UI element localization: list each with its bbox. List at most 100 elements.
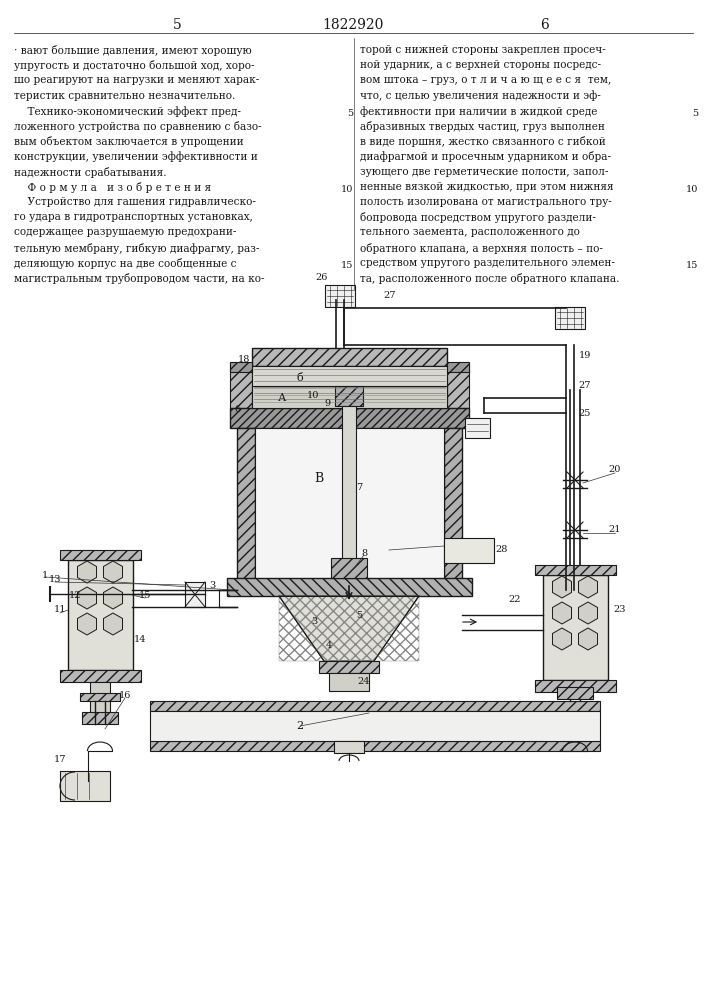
Text: Технико-экономический эффект пред-: Технико-экономический эффект пред- <box>14 106 241 117</box>
Text: 9: 9 <box>324 398 330 408</box>
Text: средством упругого разделительного элемен-: средством упругого разделительного элеме… <box>360 258 615 268</box>
Text: тельную мембрану, гибкую диафрагму, раз-: тельную мембрану, гибкую диафрагму, раз- <box>14 243 259 254</box>
Bar <box>230 363 252 408</box>
Text: ложенного устройства по сравнению с базо-: ложенного устройства по сравнению с базо… <box>14 121 262 132</box>
Bar <box>447 363 469 408</box>
Bar <box>185 582 205 607</box>
Text: 25: 25 <box>579 408 591 418</box>
Bar <box>335 386 363 406</box>
Bar <box>535 565 616 575</box>
Text: го удара в гидротранспортных установках,: го удара в гидротранспортных установках, <box>14 212 253 222</box>
Text: Устройство для гашения гидравлическо-: Устройство для гашения гидравлическо- <box>14 197 256 207</box>
Text: в виде поршня, жестко связанного с гибкой: в виде поршня, жестко связанного с гибко… <box>360 136 606 147</box>
Text: 2: 2 <box>296 721 303 731</box>
Text: 1: 1 <box>42 570 48 580</box>
Text: 16: 16 <box>119 690 132 700</box>
Text: 5: 5 <box>173 18 182 32</box>
Text: б: б <box>297 373 304 383</box>
Text: 18: 18 <box>238 356 250 364</box>
Polygon shape <box>552 576 571 598</box>
Text: 10: 10 <box>686 185 698 194</box>
Bar <box>342 406 356 578</box>
Text: 3: 3 <box>209 582 215 590</box>
Bar <box>444 428 462 583</box>
Text: 23: 23 <box>614 605 626 614</box>
Text: 14: 14 <box>134 636 146 645</box>
Text: ной ударник, а с верхней стороны посредс-: ной ударник, а с верхней стороны посредс… <box>360 60 601 70</box>
Polygon shape <box>78 587 97 609</box>
Bar <box>279 596 419 661</box>
Polygon shape <box>578 628 597 650</box>
Bar <box>319 661 379 673</box>
Text: 17: 17 <box>54 756 66 764</box>
Text: 26: 26 <box>316 273 328 282</box>
Text: 11: 11 <box>54 605 66 614</box>
Text: 27: 27 <box>384 292 396 300</box>
Bar <box>329 673 369 691</box>
Bar <box>90 682 110 717</box>
Text: · вают большие давления, имеют хорошую: · вают большие давления, имеют хорошую <box>14 45 252 56</box>
Text: теристик сравнительно незначительно.: теристик сравнительно незначительно. <box>14 91 235 101</box>
Text: 7: 7 <box>356 484 362 492</box>
Polygon shape <box>103 613 122 635</box>
Bar <box>252 366 447 408</box>
Text: А: А <box>278 393 286 403</box>
Polygon shape <box>103 587 122 609</box>
Bar <box>543 575 608 680</box>
Polygon shape <box>78 613 97 635</box>
Text: 20: 20 <box>609 466 621 475</box>
Text: торой с нижней стороны закреплен просеч-: торой с нижней стороны закреплен просеч- <box>360 45 606 55</box>
Text: содержащее разрушаемую предохрани-: содержащее разрушаемую предохрани- <box>14 227 236 237</box>
Bar <box>557 687 593 699</box>
Text: что, с целью увеличения надежности и эф-: что, с целью увеличения надежности и эф- <box>360 91 601 101</box>
Bar <box>60 771 110 801</box>
Text: бопровода посредством упругого раздели-: бопровода посредством упругого раздели- <box>360 212 596 223</box>
Bar <box>227 578 472 596</box>
Text: 5: 5 <box>356 611 362 620</box>
Bar <box>60 670 141 682</box>
Text: деляющую корпус на две сообщенные с: деляющую корпус на две сообщенные с <box>14 258 237 269</box>
Bar <box>80 693 120 701</box>
Bar <box>555 307 585 329</box>
Text: 6: 6 <box>234 406 240 414</box>
Text: 4: 4 <box>326 642 332 650</box>
Text: 10: 10 <box>341 185 353 194</box>
Text: ненные вязкой жидкостью, при этом нижняя: ненные вязкой жидкостью, при этом нижняя <box>360 182 614 192</box>
Text: 19: 19 <box>579 351 591 360</box>
Polygon shape <box>552 628 571 650</box>
Bar <box>325 285 355 307</box>
Polygon shape <box>552 602 571 624</box>
Bar <box>255 428 444 583</box>
Text: тельного заемента, расположенного до: тельного заемента, расположенного до <box>360 227 580 237</box>
Polygon shape <box>578 602 597 624</box>
Text: магистральным трубопроводом части, на ко-: магистральным трубопроводом части, на ко… <box>14 273 264 284</box>
Polygon shape <box>279 596 419 661</box>
Text: надежности срабатывания.: надежности срабатывания. <box>14 167 167 178</box>
Bar <box>444 538 494 563</box>
Bar <box>150 711 600 741</box>
Text: 24: 24 <box>358 676 370 686</box>
Text: вым объектом заключается в упрощении: вым объектом заключается в упрощении <box>14 136 244 147</box>
Text: обратного клапана, а верхняя полость – по-: обратного клапана, а верхняя полость – п… <box>360 243 603 254</box>
Text: 22: 22 <box>509 595 521 604</box>
Text: 12: 12 <box>69 590 81 599</box>
Text: 15: 15 <box>686 261 698 270</box>
Text: 3: 3 <box>311 616 317 626</box>
Bar <box>230 362 252 372</box>
Text: конструкции, увеличении эффективности и: конструкции, увеличении эффективности и <box>14 151 258 162</box>
Text: 28: 28 <box>496 546 508 554</box>
Bar <box>237 428 255 583</box>
Text: полость изолирована от магистрального тру-: полость изолирована от магистрального тр… <box>360 197 612 207</box>
Bar <box>82 712 118 724</box>
Text: 27: 27 <box>579 380 591 389</box>
Text: 8: 8 <box>361 548 367 558</box>
Text: вом штока – груз, о т л и ч а ю щ е е с я  тем,: вом штока – груз, о т л и ч а ю щ е е с … <box>360 75 612 85</box>
Polygon shape <box>578 576 597 598</box>
Bar <box>252 386 447 408</box>
Text: Ф о р м у л а   и з о б р е т е н и я: Ф о р м у л а и з о б р е т е н и я <box>14 182 211 193</box>
Bar <box>331 558 367 578</box>
Bar <box>230 408 469 428</box>
Text: упругость и достаточно большой ход, хоро-: упругость и достаточно большой ход, хоро… <box>14 60 255 71</box>
Bar <box>465 418 490 438</box>
Polygon shape <box>78 561 97 583</box>
